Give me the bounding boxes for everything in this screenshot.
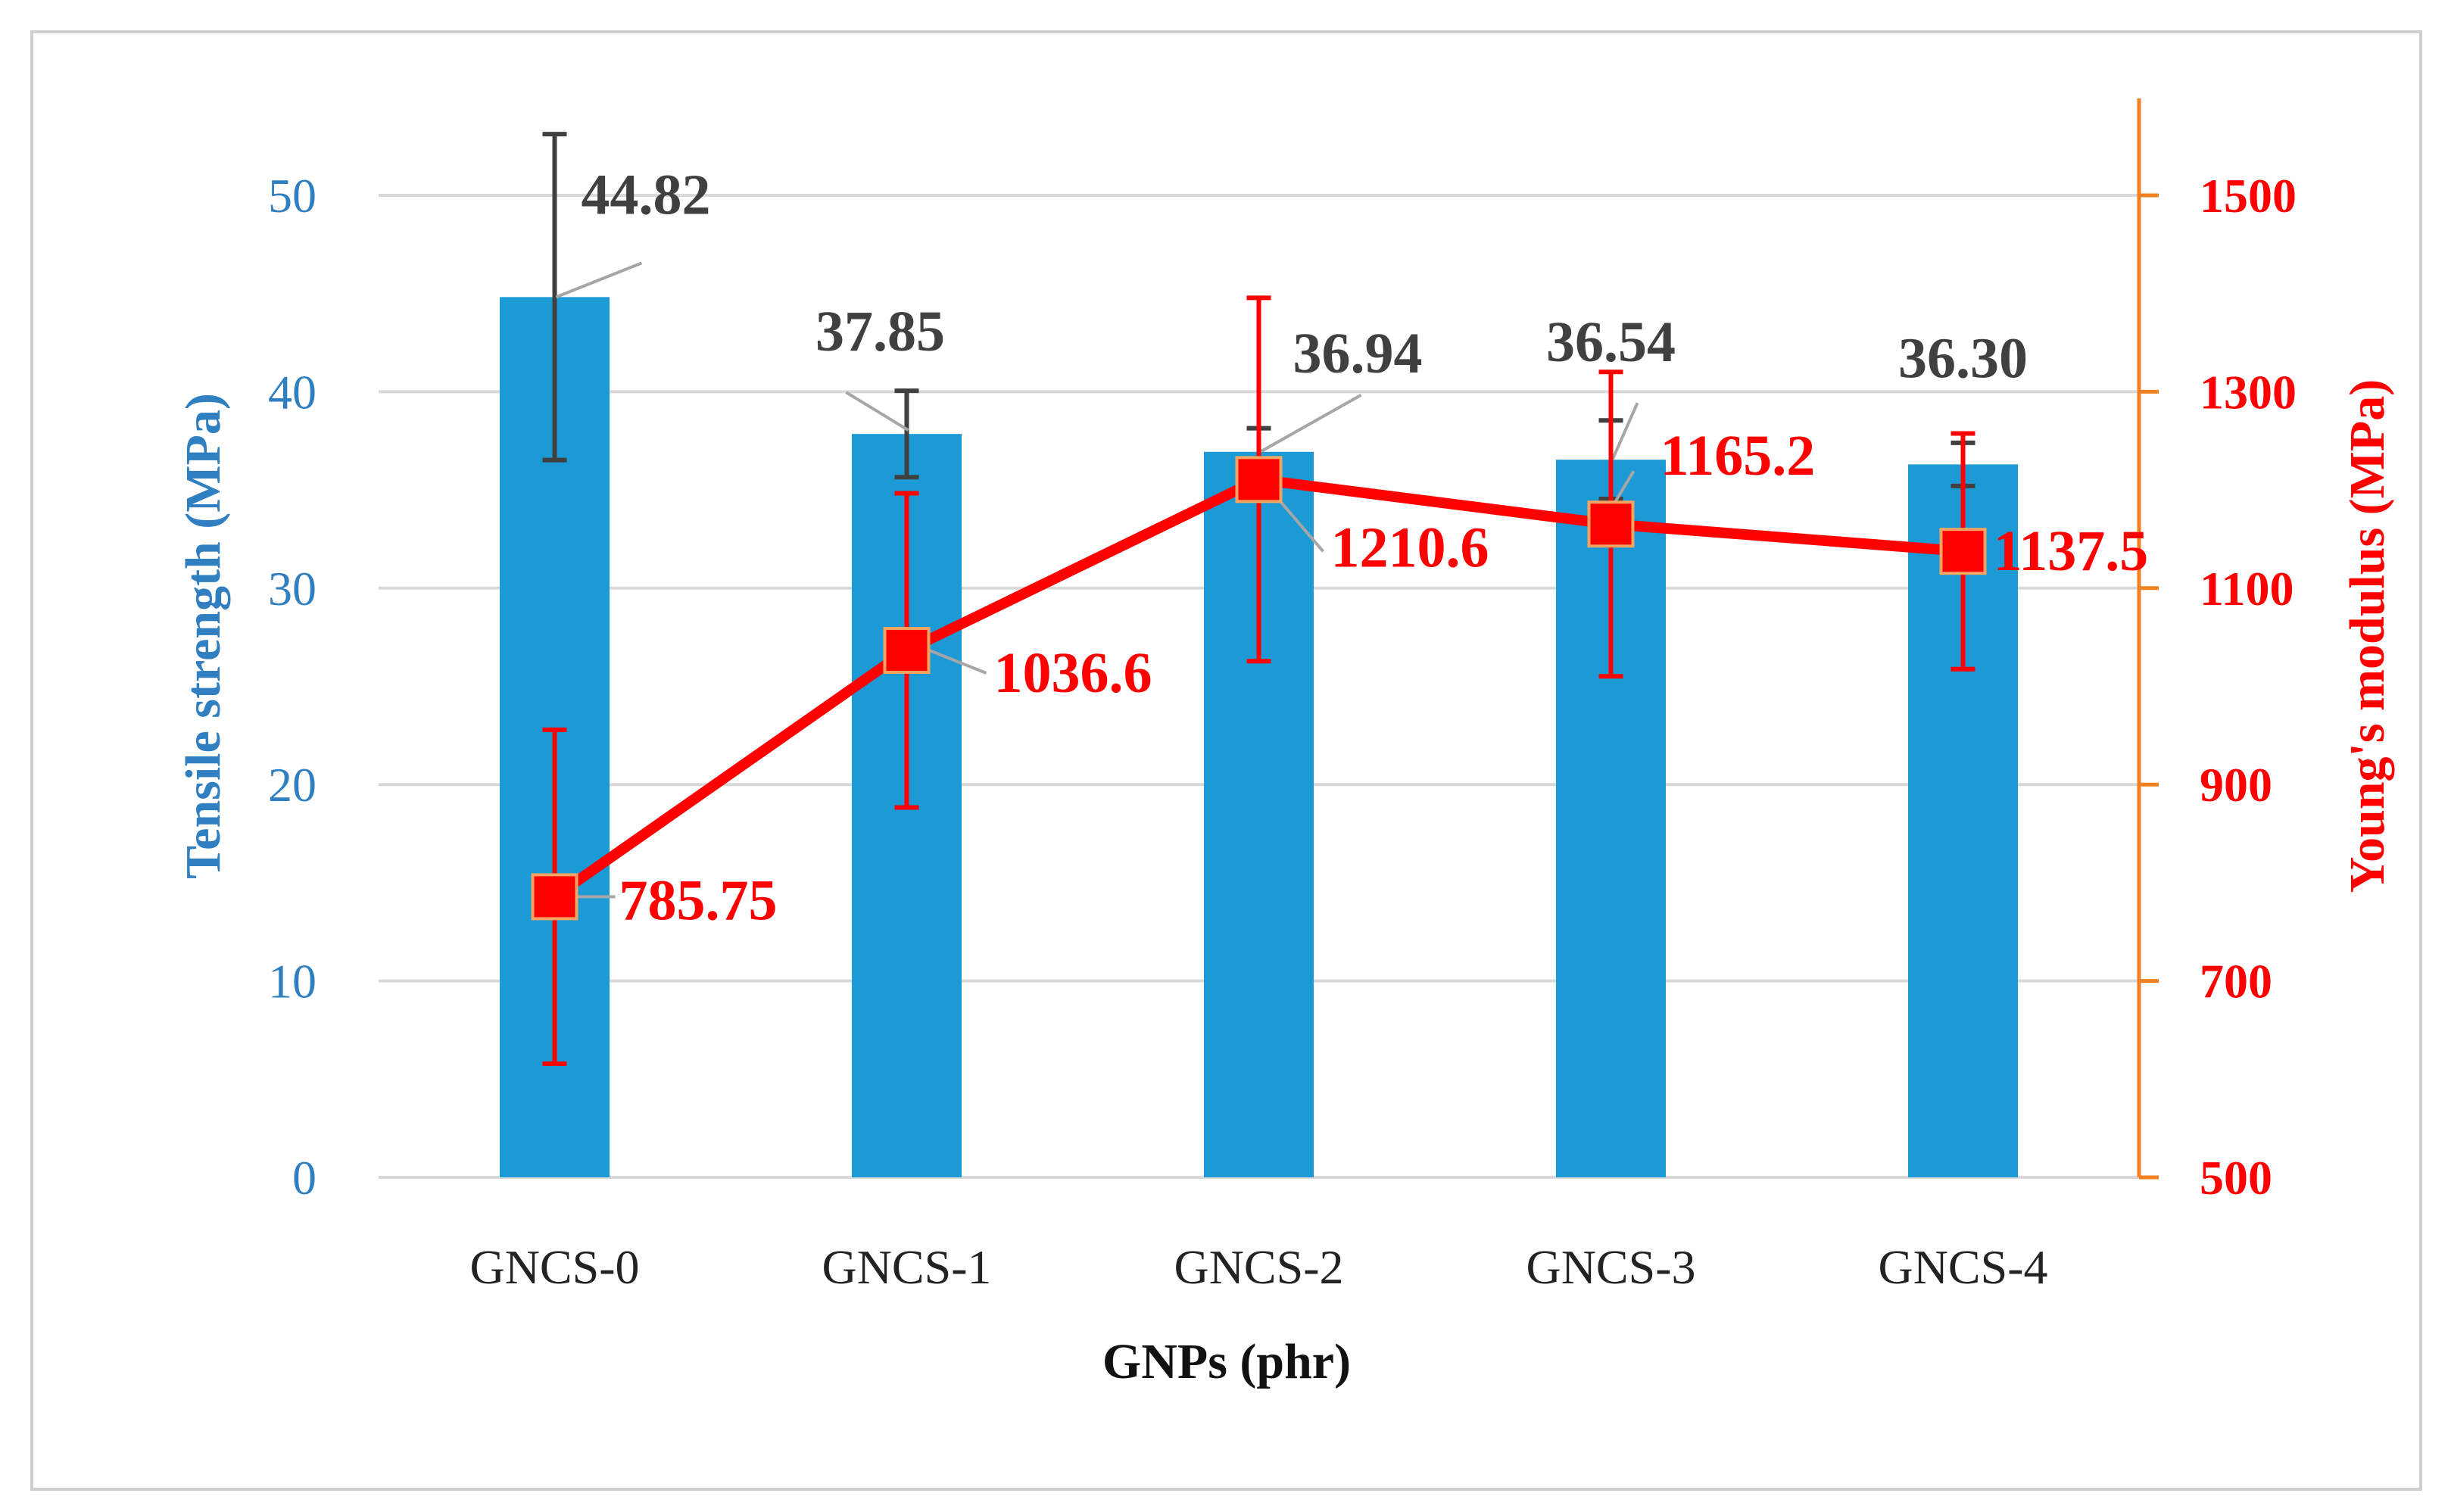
line-label-leader	[928, 649, 987, 675]
line-series	[531, 295, 1987, 1066]
bar-data-label: 36.30	[1898, 326, 2028, 390]
line-marker	[531, 873, 578, 921]
y-tick-label-right: 700	[2200, 955, 2272, 1009]
y-tick-label-left: 10	[268, 955, 317, 1009]
bar-label-leader	[555, 261, 643, 299]
bar-data-label: 44.82	[582, 163, 711, 226]
axes: 0 10 20 30 40 50 500 700 900 1100 1300 1500 GNCS-0 GN…	[268, 98, 2297, 1294]
y-axis-right-title: Young's modulus (MPa)	[2340, 379, 2395, 893]
bar-label-leader	[1611, 402, 1639, 460]
line-marker	[1587, 500, 1635, 548]
bar-label-leader	[1259, 394, 1362, 454]
y-tick-label-left: 50	[268, 169, 317, 223]
line-data-label: 1165.2	[1661, 424, 1816, 488]
line-data-label: 785.75	[619, 868, 778, 932]
bar-label-leader	[845, 391, 909, 432]
line-data-label: 1210.6	[1331, 516, 1489, 579]
y-tick-label-right: 1300	[2200, 365, 2297, 419]
y-tick-label-left: 20	[268, 758, 317, 812]
y-tick-label-right: 1100	[2200, 562, 2294, 616]
y-axis-left-title: Tensile strength (MPa)	[176, 393, 231, 879]
bar-data-label: 36.94	[1293, 322, 1423, 385]
x-tick-label: GNCS-1	[822, 1240, 991, 1294]
y-tick-label-left: 0	[292, 1151, 317, 1205]
x-tick-label: GNCS-2	[1174, 1240, 1343, 1294]
x-tick-label: GNCS-0	[469, 1240, 639, 1294]
x-tick-label: GNCS-3	[1526, 1240, 1695, 1294]
line-marker	[1235, 456, 1283, 503]
y-tick-label-right: 500	[2200, 1151, 2272, 1205]
y-tick-label-left: 30	[268, 562, 317, 616]
line-marker	[883, 627, 931, 675]
line-label-leader	[1276, 497, 1325, 553]
bar-data-label: 36.54	[1546, 310, 1676, 374]
y-tick-label-right: 1500	[2200, 169, 2297, 223]
x-axis-title: GNPs (phr)	[1102, 1334, 1351, 1389]
line-data-label: 1137.5	[1994, 519, 2149, 583]
x-tick-label: GNCS-4	[1878, 1240, 2047, 1294]
line-marker	[1939, 528, 1987, 575]
y-tick-label-right: 900	[2200, 758, 2272, 812]
data-labels: 44.82 37.85 36.94 36.54 36.30 785.75 1036.6 121…	[582, 163, 2149, 932]
y-tick-label-left: 40	[268, 365, 317, 419]
line-data-label: 1036.6	[994, 641, 1152, 705]
bar-data-label: 37.85	[815, 300, 945, 363]
